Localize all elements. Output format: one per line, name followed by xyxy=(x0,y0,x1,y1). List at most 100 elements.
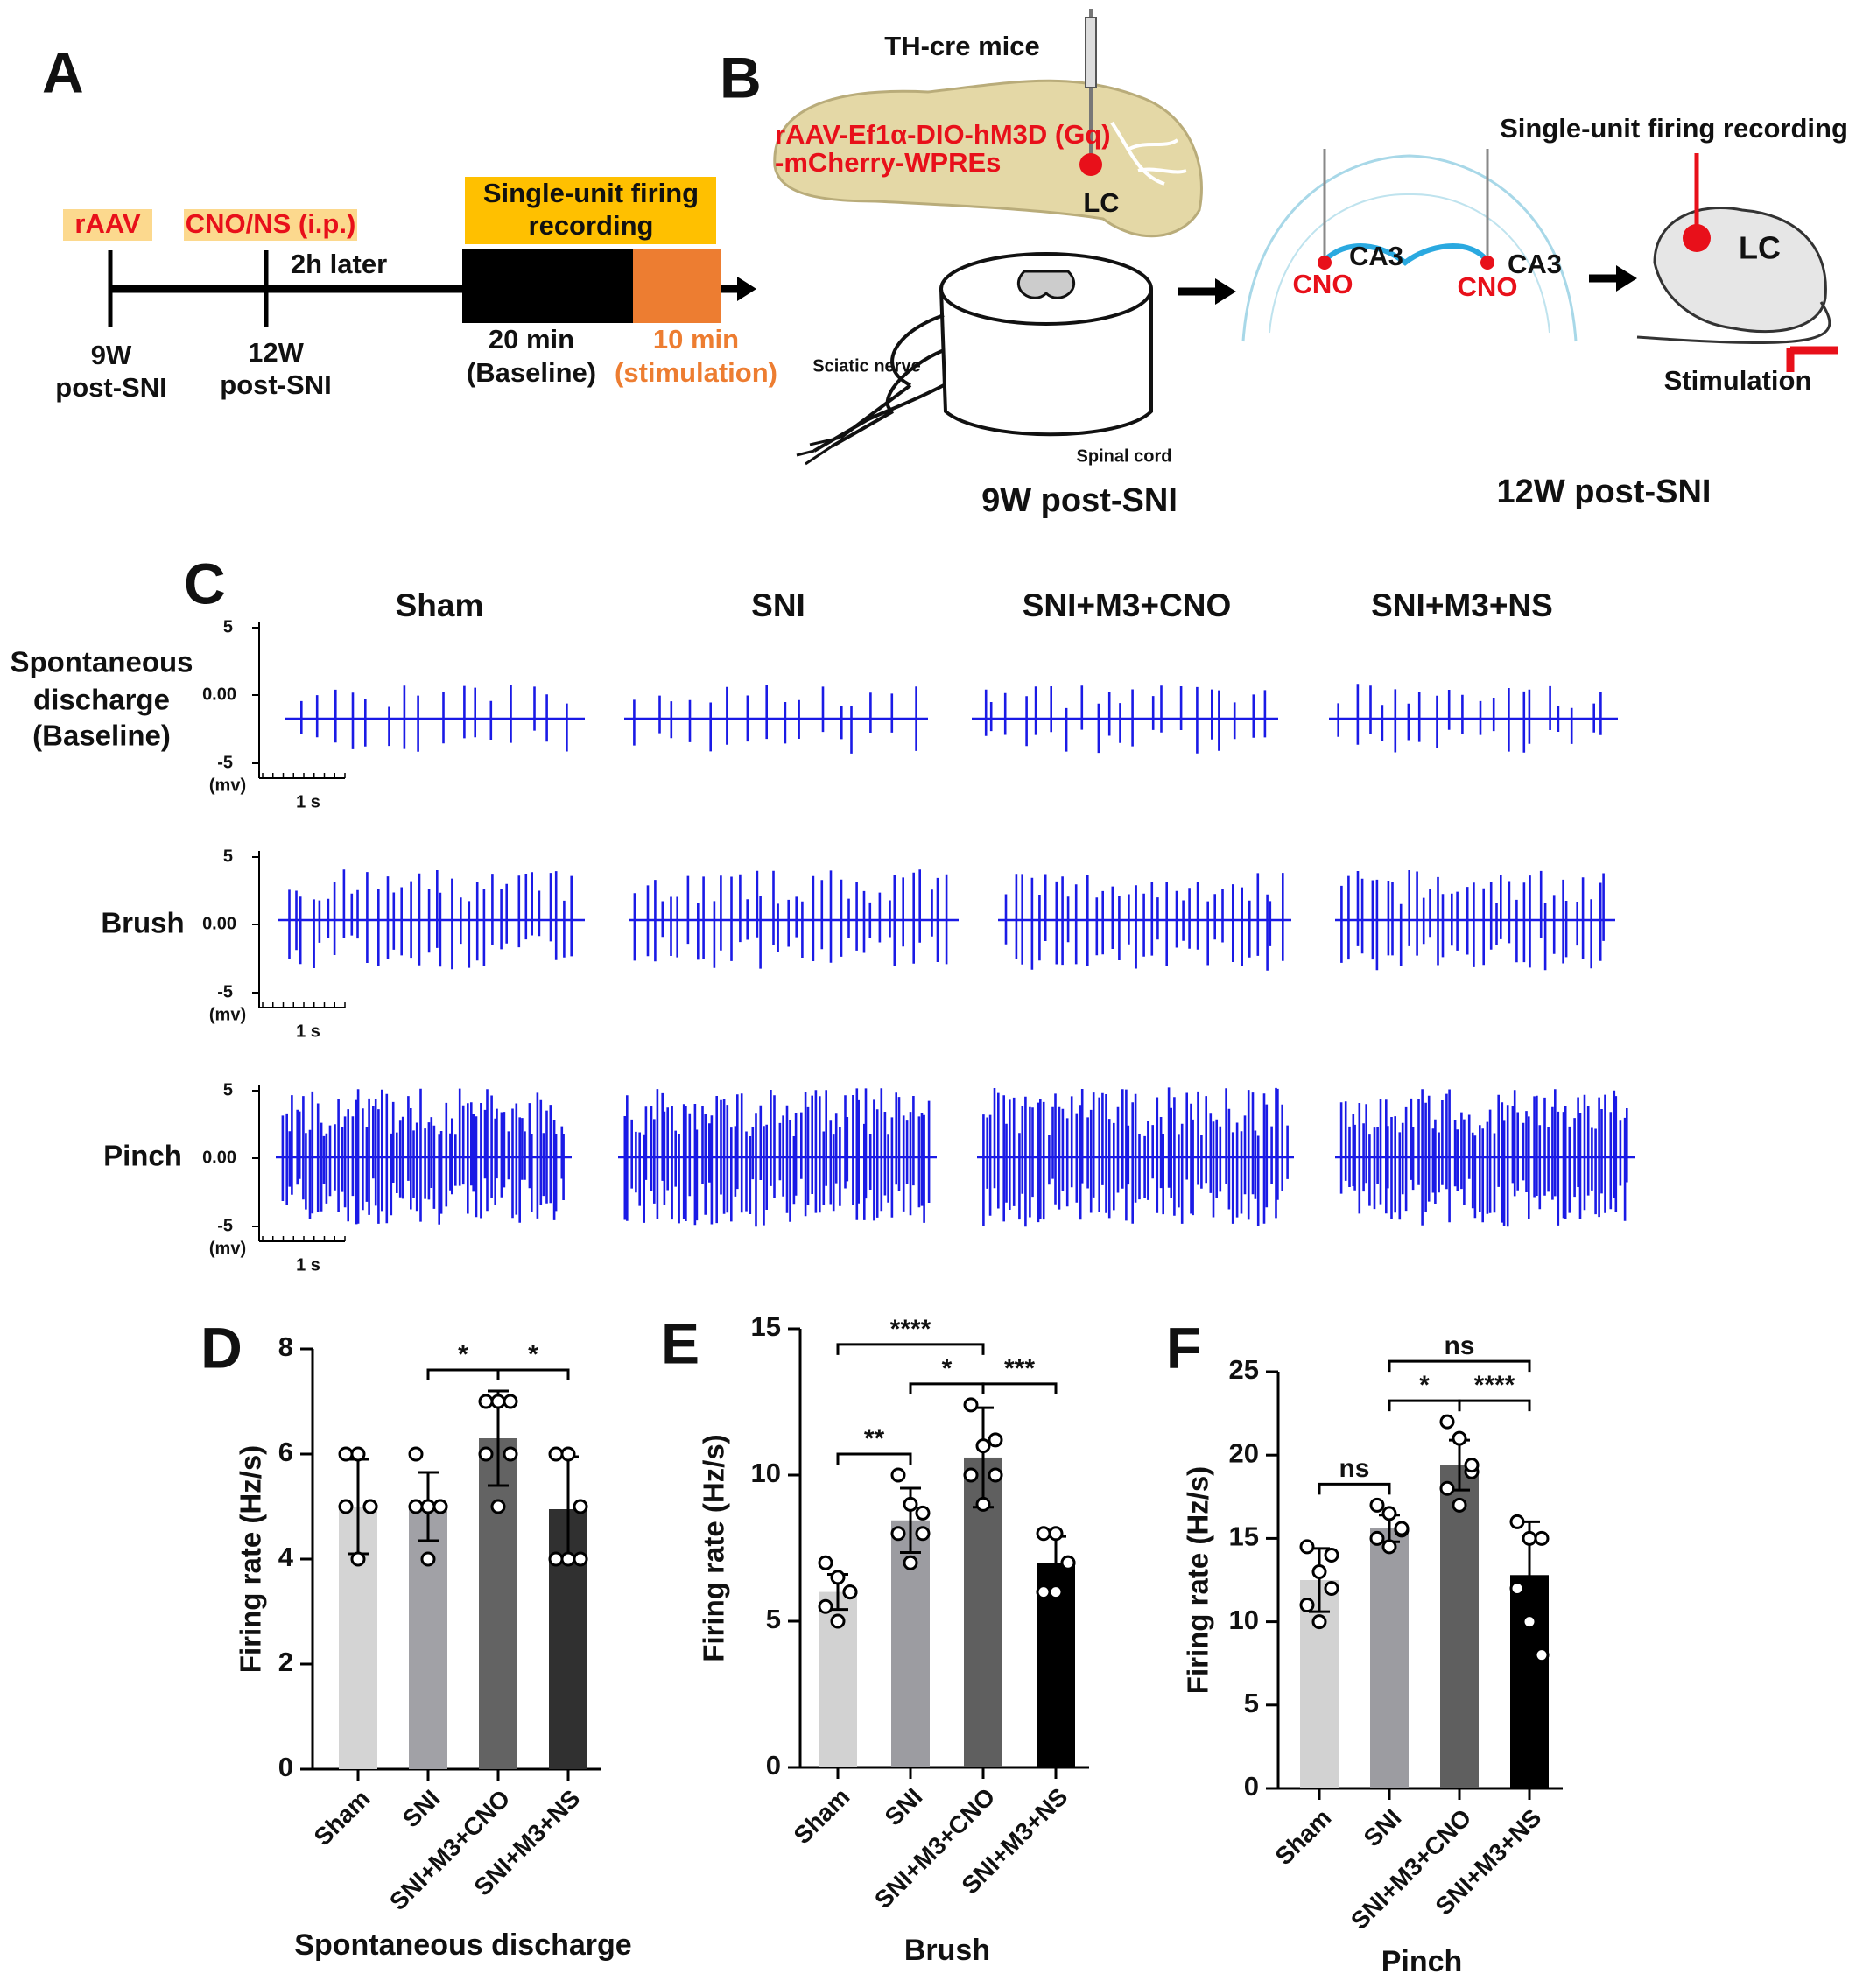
data-point xyxy=(548,1551,564,1567)
label: CNO xyxy=(1458,271,1518,302)
trace xyxy=(1329,684,1618,753)
significance-bracket xyxy=(1458,1399,1531,1412)
scale-label: 5 xyxy=(223,846,233,866)
label: Single-unit firing xyxy=(483,178,699,208)
data-point xyxy=(478,1446,494,1462)
significance-label: *** xyxy=(1004,1354,1035,1383)
label: (Baseline) xyxy=(467,357,596,388)
label: rAAV-Ef1α-DIO-hM3D (Gq) xyxy=(775,119,1111,150)
brain xyxy=(773,79,1203,238)
box xyxy=(184,209,357,241)
y-tick-label: 5 xyxy=(766,1604,781,1634)
data-point xyxy=(915,1526,931,1542)
significance-bracket xyxy=(1388,1359,1531,1373)
label: Sciatic nerve xyxy=(812,356,920,376)
data-point xyxy=(350,1446,366,1462)
label: TH-cre mice xyxy=(884,31,1039,61)
significance-label: **** xyxy=(890,1315,932,1344)
data-point xyxy=(408,1499,424,1514)
data-point xyxy=(503,1394,518,1409)
data-point xyxy=(350,1551,366,1567)
scale-label: 0.00 xyxy=(202,685,236,704)
y-tick-label: 8 xyxy=(278,1331,293,1362)
bar xyxy=(479,1438,517,1769)
data-point xyxy=(1311,1614,1327,1630)
label: CA3 xyxy=(1349,241,1403,271)
group-title: Sham xyxy=(396,587,484,623)
mouse-tail xyxy=(1636,301,1831,344)
arrow xyxy=(737,277,756,301)
significance-label: ns xyxy=(1444,1331,1474,1360)
data-point xyxy=(1381,1506,1397,1521)
nerve xyxy=(812,313,945,453)
y-tick-label: 10 xyxy=(751,1458,781,1488)
scale-label: -5 xyxy=(217,982,233,1001)
scale-label: 0.00 xyxy=(202,914,236,933)
label: post-SNI xyxy=(55,372,166,403)
trace xyxy=(1335,1089,1635,1227)
trace xyxy=(977,1087,1294,1227)
y-tick-label: 6 xyxy=(278,1437,293,1467)
y-tick-label: 0 xyxy=(278,1752,293,1782)
data-point xyxy=(420,1551,436,1567)
scale-label: 5 xyxy=(223,617,233,636)
row-label: Spontaneous xyxy=(10,646,193,678)
y-tick-label: 0 xyxy=(766,1750,781,1781)
x-tick-label: SNI xyxy=(1359,1804,1407,1852)
data-point xyxy=(1060,1555,1076,1570)
label: 9W xyxy=(91,340,132,370)
paw xyxy=(796,436,841,466)
data-point xyxy=(432,1499,448,1514)
x-tick-label: SNI xyxy=(397,1785,446,1833)
data-point xyxy=(503,1446,518,1462)
label: LC xyxy=(1739,230,1781,266)
data-point xyxy=(1439,1414,1455,1430)
x-tick-label: Sham xyxy=(1270,1804,1337,1871)
data-point xyxy=(903,1555,918,1570)
panel-label: E xyxy=(661,1310,700,1375)
significance-label: * xyxy=(528,1340,538,1369)
data-point xyxy=(548,1446,564,1462)
y-tick-label: 5 xyxy=(1244,1688,1259,1718)
label: CNO/NS (i.p.) xyxy=(186,208,356,239)
significance-label: * xyxy=(942,1354,953,1383)
panel-label: B xyxy=(720,45,762,109)
label: CA3 xyxy=(1508,249,1562,279)
arrow xyxy=(1616,265,1637,292)
data-point xyxy=(1534,1647,1550,1663)
data-point xyxy=(1036,1584,1051,1600)
box xyxy=(63,209,152,241)
group-title: SNI xyxy=(751,587,805,623)
mouse xyxy=(1653,207,1827,334)
group-title: SNI+M3+NS xyxy=(1371,587,1553,623)
data-point xyxy=(1522,1614,1537,1630)
data-point xyxy=(890,1526,906,1542)
x-tick-label: Sham xyxy=(789,1783,855,1850)
arrow xyxy=(1215,278,1236,305)
data-point xyxy=(1299,1598,1315,1613)
scale-label: -5 xyxy=(217,1216,233,1235)
row-label: discharge xyxy=(33,684,170,716)
y-axis-label: Firing rate (Hz/s) xyxy=(1182,1466,1214,1694)
data-point xyxy=(1048,1526,1064,1542)
x-axis-label: Spontaneous discharge xyxy=(294,1928,631,1962)
label: 12W xyxy=(248,337,304,368)
data-point xyxy=(903,1496,918,1512)
data-point xyxy=(1509,1581,1525,1597)
significance-label: ns xyxy=(1339,1454,1369,1483)
scale-label: 1 s xyxy=(296,792,320,811)
y-tick-label: 2 xyxy=(278,1647,293,1677)
panel-label: F xyxy=(1166,1315,1201,1380)
data-point xyxy=(1324,1581,1339,1597)
trace xyxy=(1335,870,1615,971)
scale-label: 1 s xyxy=(296,1255,320,1275)
data-point xyxy=(408,1446,424,1462)
trace xyxy=(618,1088,937,1227)
panel-label: D xyxy=(200,1315,243,1380)
label: 20 min xyxy=(489,324,574,355)
label: Stimulation xyxy=(1664,365,1812,396)
scale-label: (mv) xyxy=(209,776,246,795)
syringe xyxy=(1085,17,1097,88)
spinal-cord xyxy=(939,288,1153,437)
